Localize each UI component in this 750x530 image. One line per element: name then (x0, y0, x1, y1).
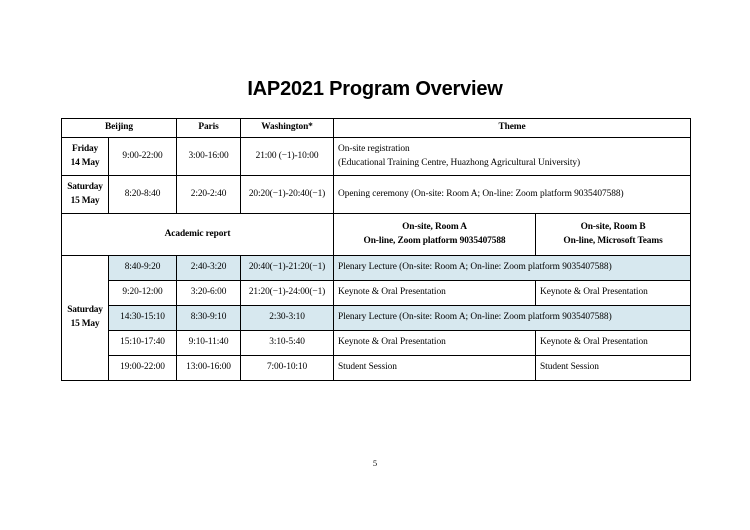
session-cell-room-a: Keynote & Oral Presentation (333, 330, 537, 356)
beijing-time: 19:00-22:00 (107, 355, 178, 381)
table-row: 14:30-15:10 8:30-9:10 2:30-3:10 Plenary … (62, 305, 692, 331)
paris-time: 9:10-11:40 (176, 330, 242, 356)
table-row: Saturday 15 May 8:40-9:20 2:40-3:20 20:4… (61, 255, 692, 381)
day-cell-saturday-block: Saturday 15 May (61, 255, 109, 381)
table-row: Friday 14 May 9:00-22:00 3:00-16:00 21:0… (61, 137, 692, 176)
table-row: 9:20-12:00 3:20-6:00 21:20(−1)-24:00(−1)… (62, 280, 692, 306)
program-overview-table: Beijing Paris Washington* Theme Friday 1… (60, 118, 692, 381)
beijing-time: 8:40-9:20 (107, 255, 178, 281)
paris-time: 3:20-6:00 (176, 280, 242, 306)
day-weekday: Friday (72, 143, 98, 154)
column-header-theme: Theme (333, 118, 692, 138)
column-header-washington: Washington* (240, 118, 335, 138)
session-cell-plenary: Plenary Lecture (On-site: Room A; On-lin… (333, 305, 692, 331)
venue-header-room-a: On-site, Room A On-line, Zoom platform 9… (333, 213, 537, 256)
theme-cell: On-site registration (Educational Traini… (333, 137, 692, 176)
washington-time: 20:40(−1)-21:20(−1) (240, 255, 335, 281)
paris-time: 2:20-2:40 (176, 175, 242, 214)
table-header-row: Beijing Paris Washington* Theme (60, 118, 692, 138)
session-cell-room-b: Keynote & Oral Presentation (535, 330, 692, 356)
academic-report-header-row: Academic report On-site, Room A On-line,… (60, 213, 692, 256)
column-header-paris: Paris (176, 118, 242, 138)
session-cell-room-b: Keynote & Oral Presentation (535, 280, 692, 306)
table-row: Saturday 15 May 8:20-8:40 2:20-2:40 20:2… (61, 175, 692, 214)
day-cell-saturday: Saturday 15 May (61, 175, 109, 214)
beijing-time: 8:20-8:40 (107, 175, 178, 214)
table-body: Beijing Paris Washington* Theme Friday 1… (60, 118, 692, 381)
day-date: 14 May (70, 157, 100, 168)
venue-room-b-online: On-line, Microsoft Teams (563, 235, 663, 246)
paris-time: 2:40-3:20 (176, 255, 242, 281)
washington-time: 3:10-5:40 (240, 330, 335, 356)
washington-time: 21:20(−1)-24:00(−1) (240, 280, 335, 306)
day-date: 15 May (70, 319, 100, 329)
session-cell-room-a: Student Session (333, 355, 537, 381)
paris-time: 3:00-16:00 (176, 137, 242, 176)
table-row: 15:10-17:40 9:10-11:40 3:10-5:40 Keynote… (62, 330, 692, 356)
washington-time: 21:00 (−1)-10:00 (240, 137, 335, 176)
program-table-container: Beijing Paris Washington* Theme Friday 1… (60, 118, 692, 381)
venue-room-b-onsite: On-site, Room B (580, 221, 646, 232)
venue-room-a-online: On-line, Zoom platform 9035407588 (363, 235, 506, 246)
washington-time: 7:00-10:10 (240, 355, 335, 381)
day-cell-friday: Friday 14 May (61, 137, 109, 176)
theme-cell: Opening ceremony (On-site: Room A; On-li… (333, 175, 692, 214)
theme-line-2: (Educational Training Centre, Huazhong A… (338, 157, 581, 168)
venue-room-a-onsite: On-site, Room A (402, 221, 467, 232)
day-weekday: Saturday (67, 305, 103, 316)
session-cell-plenary: Plenary Lecture (On-site: Room A; On-lin… (333, 255, 692, 281)
theme-line-1: On-site registration (338, 143, 410, 154)
column-header-beijing: Beijing (60, 118, 178, 138)
washington-time: 20:20(−1)-20:40(−1) (240, 175, 335, 214)
beijing-time: 9:00-22:00 (107, 137, 178, 176)
washington-time: 2:30-3:10 (240, 305, 335, 331)
beijing-time: 9:20-12:00 (107, 280, 178, 306)
table-row: 19:00-22:00 13:00-16:00 7:00-10:10 Stude… (62, 355, 692, 381)
paris-time: 8:30-9:10 (176, 305, 242, 331)
section-label-academic-report: Academic report (60, 213, 335, 256)
beijing-time: 15:10-17:40 (107, 330, 178, 356)
paris-time: 13:00-16:00 (176, 355, 242, 381)
page-number: 5 (372, 458, 378, 468)
session-cell-room-a: Keynote & Oral Presentation (333, 280, 537, 306)
day-date: 15 May (70, 195, 100, 206)
session-cell-room-b: Student Session (535, 355, 692, 381)
theme-line-1: Opening ceremony (On-site: Room A; On-li… (338, 188, 624, 199)
day-weekday: Saturday (67, 181, 103, 192)
venue-header-room-b: On-site, Room B On-line, Microsoft Teams (535, 213, 692, 256)
beijing-time: 14:30-15:10 (107, 305, 178, 331)
page-title: IAP2021 Program Overview (247, 78, 503, 100)
